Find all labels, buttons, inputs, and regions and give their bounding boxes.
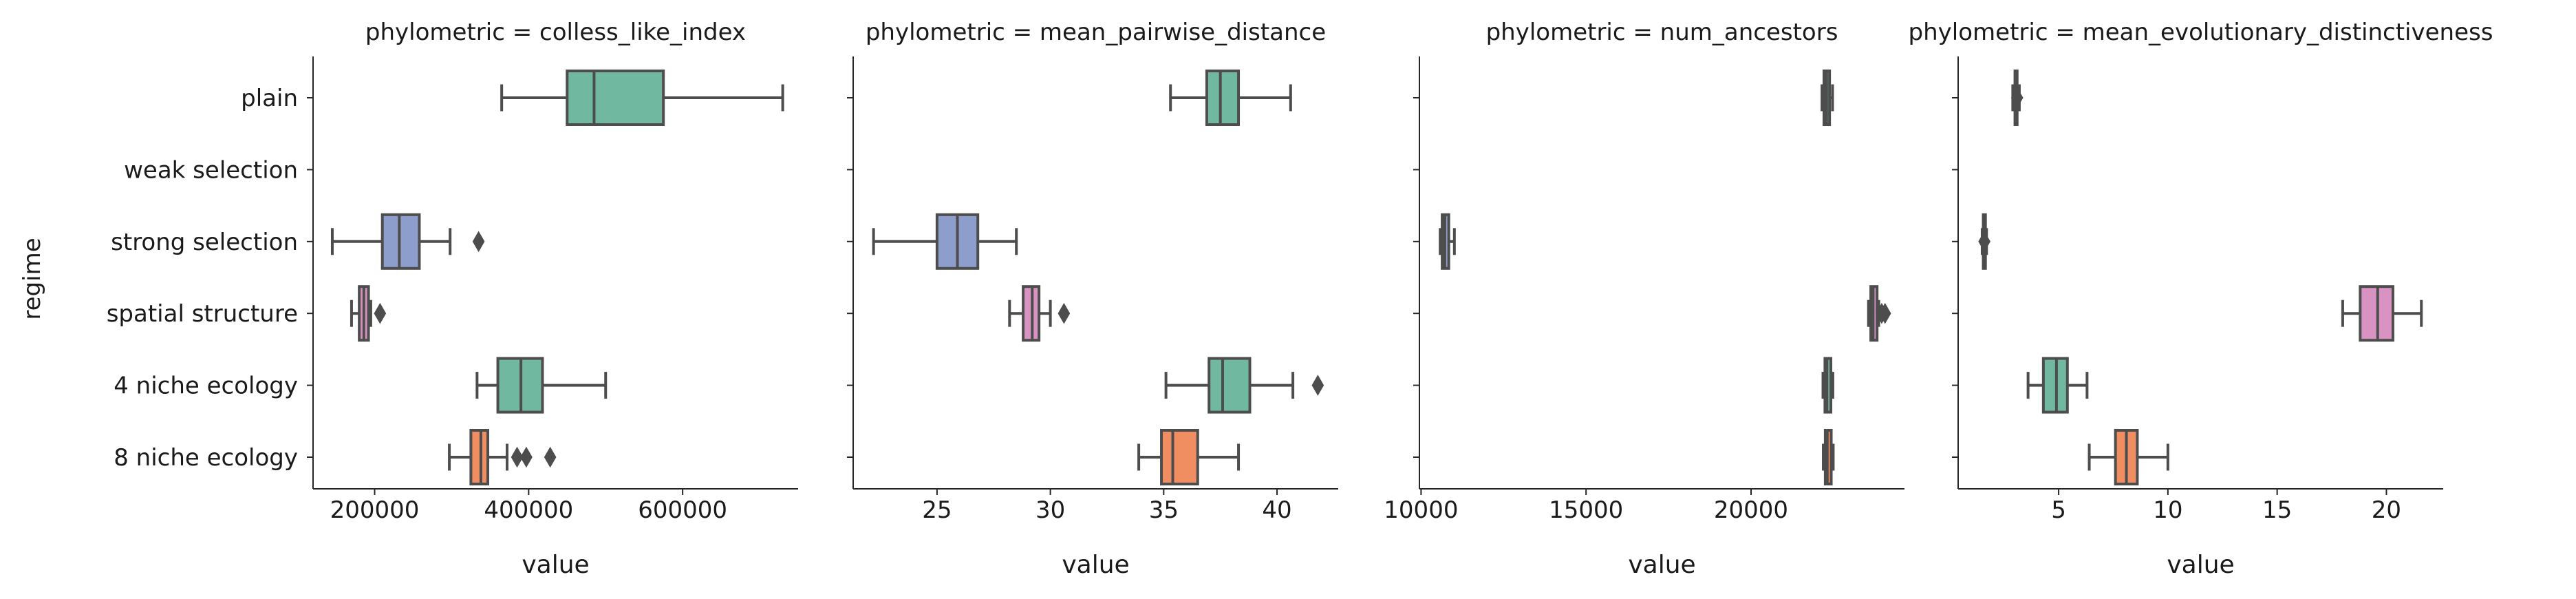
y-tick-label: 4 niche ecology <box>114 372 298 400</box>
box-strong-selection <box>1439 213 1456 270</box>
x-tick-label: 600000 <box>638 496 727 524</box>
box-4-niche-ecology <box>1164 357 1324 414</box>
box-iqr <box>380 213 421 270</box>
box-iqr <box>1208 357 1252 414</box>
box-iqr <box>566 70 665 126</box>
box-4-niche-ecology <box>2026 357 2089 414</box>
x-tick-label: 200000 <box>330 496 420 524</box>
y-tick-label: strong selection <box>111 229 298 256</box>
x-tick-label: 30 <box>1035 496 1065 524</box>
panel-title: phylometric = mean_evolutionary_distinct… <box>1909 19 2493 46</box>
box-iqr <box>1160 429 1199 485</box>
box-strong-selection <box>330 213 485 270</box>
x-tick-label: 5 <box>2051 496 2066 524</box>
box-8-niche-ecology <box>448 429 557 485</box>
facet-panel-2: phylometric = mean_pairwise_distance 25 30… <box>847 19 1338 579</box>
box-plain <box>2010 70 2024 126</box>
outlier-point <box>472 231 485 253</box>
x-tick-label: 20 <box>2372 496 2401 524</box>
box-spatial-structure <box>1008 285 1071 342</box>
box-8-niche-ecology <box>1822 429 1835 485</box>
box-plain <box>1821 70 1834 126</box>
box-8-niche-ecology <box>2087 429 2169 485</box>
y-tick-label: plain <box>241 85 298 112</box>
x-axis-label: value <box>1628 551 1695 579</box>
x-tick-label: 10 <box>2153 496 2182 524</box>
outlier-point <box>511 446 524 468</box>
box-spatial-structure <box>1867 285 1891 342</box>
panel-title: phylometric = num_ancestors <box>1486 19 1838 46</box>
box-8-niche-ecology <box>1137 429 1241 485</box>
x-tick-label: 15000 <box>1549 496 1623 524</box>
box-spatial-structure <box>350 285 387 342</box>
x-tick-label: 20000 <box>1714 496 1788 524</box>
box-plain <box>500 70 784 126</box>
box-4-niche-ecology <box>1821 357 1834 414</box>
box-plain <box>1169 70 1292 126</box>
x-tick-label: 40 <box>1262 496 1291 524</box>
facet-panel-3: phylometric = num_ancestors 10000 15000 200… <box>1384 19 1904 579</box>
outlier-point <box>1311 375 1324 396</box>
outlier-point <box>1878 302 1891 324</box>
outlier-point <box>1978 231 1990 253</box>
box-4-niche-ecology <box>475 357 608 414</box>
outlier-point <box>520 446 533 468</box>
y-axis-label: regime <box>19 238 46 319</box>
x-tick-label: 400000 <box>484 496 573 524</box>
x-axis-label: value <box>2167 551 2234 579</box>
x-tick-label: 25 <box>922 496 952 524</box>
panel-title: phylometric = mean_pairwise_distance <box>866 19 1326 46</box>
facet-panel-4: phylometric = mean_evolutionary_distinct… <box>1909 19 2493 579</box>
x-tick-label: 15 <box>2262 496 2292 524</box>
outlier-point <box>2010 87 2024 109</box>
y-tick-label: 8 niche ecology <box>114 444 298 472</box>
box-spatial-structure <box>2341 285 2423 342</box>
box-strong-selection <box>1978 213 1990 270</box>
x-tick-label: 35 <box>1149 496 1179 524</box>
box-iqr <box>469 429 490 485</box>
outlier-point <box>374 302 387 324</box>
y-tick-label: spatial structure <box>107 300 298 328</box>
box-iqr <box>1205 70 1241 126</box>
x-tick-label: 10000 <box>1384 496 1458 524</box>
box-strong-selection <box>872 213 1018 270</box>
x-axis-label: value <box>522 551 589 579</box>
outlier-point <box>544 446 557 468</box>
x-axis-label: value <box>1062 551 1129 579</box>
panel-title: phylometric = colless_like_index <box>365 19 746 46</box>
outlier-point <box>1058 302 1071 324</box>
y-tick-label: weak selection <box>124 156 298 184</box>
